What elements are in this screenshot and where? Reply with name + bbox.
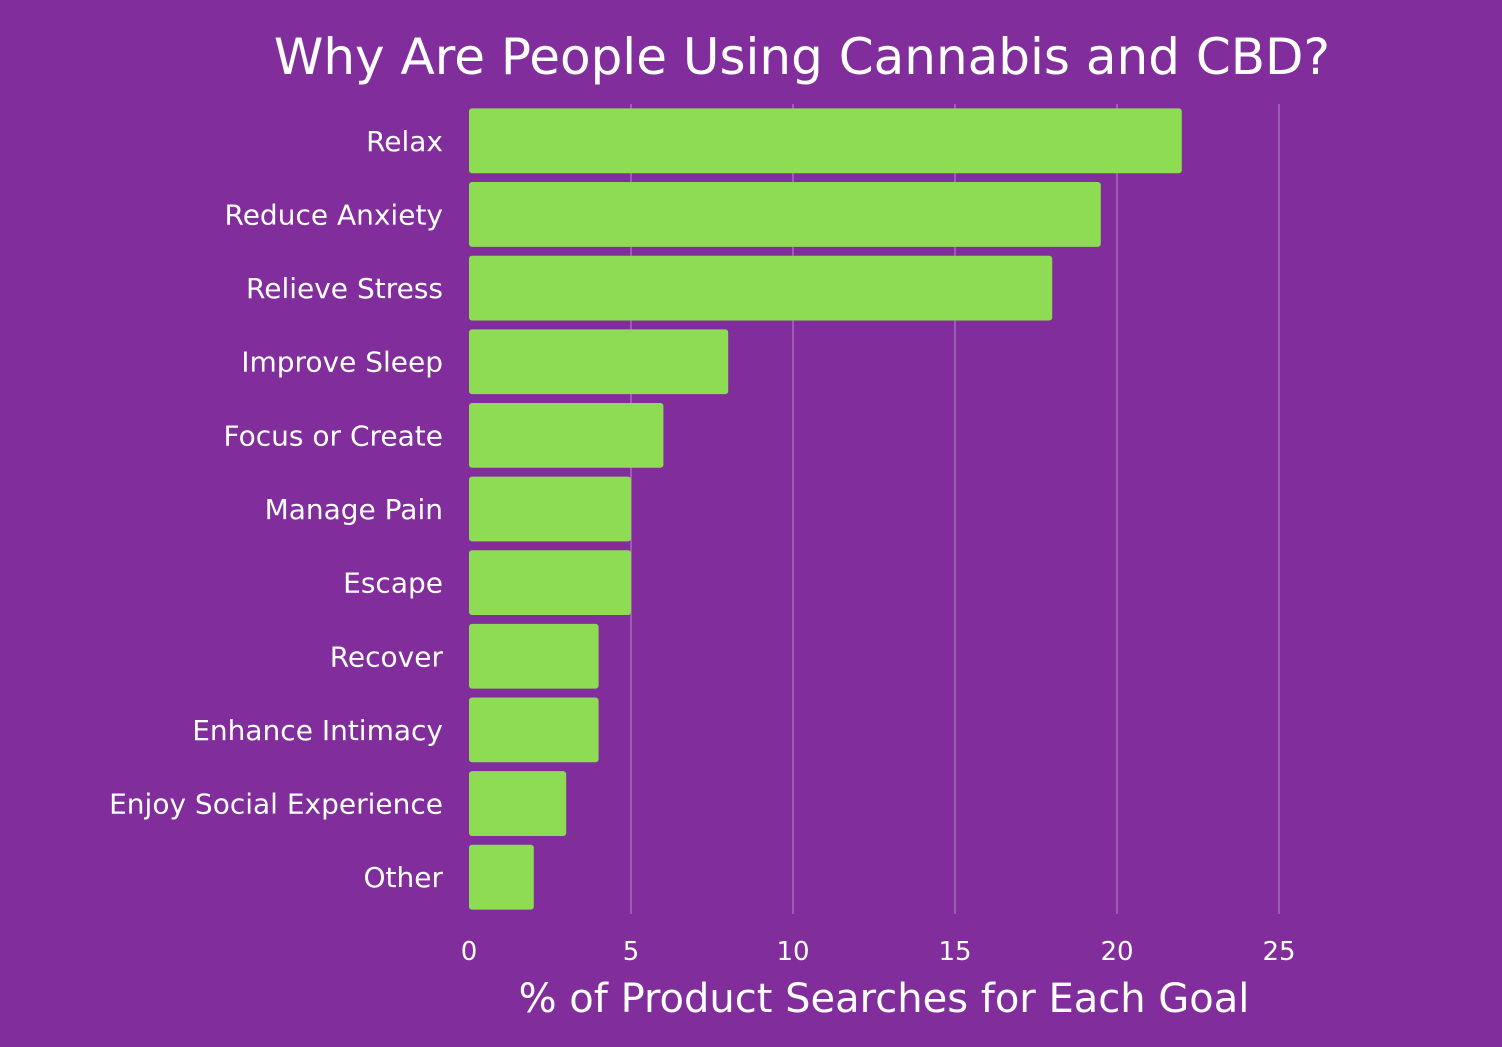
x-axis-ticks: 0 5 10 15 20 25 — [461, 937, 1296, 967]
bar — [469, 623, 599, 689]
bar — [469, 771, 567, 836]
bar — [469, 844, 534, 910]
x-tick-label: 15 — [938, 937, 971, 967]
bar — [469, 697, 599, 763]
category-label: Relieve Stress — [246, 272, 443, 305]
bar — [469, 182, 1101, 247]
x-tick-label: 10 — [776, 937, 809, 967]
category-label: Other — [363, 861, 443, 894]
x-tick-label: 25 — [1262, 937, 1295, 967]
x-tick-label: 20 — [1100, 937, 1133, 967]
bar — [469, 108, 1182, 174]
x-tick-label: 0 — [461, 937, 478, 967]
x-axis-title: % of Product Searches for Each Goal — [519, 976, 1250, 1022]
category-label: Focus or Create — [224, 419, 443, 452]
bar — [469, 255, 1053, 321]
category-label: Enhance Intimacy — [192, 714, 443, 747]
category-labels: Relax Reduce Anxiety Relieve Stress Improve… — [109, 125, 443, 894]
x-tick-label: 5 — [623, 937, 640, 967]
bar — [469, 476, 631, 542]
category-label: Reduce Anxiety — [225, 198, 444, 231]
category-label: Relax — [366, 125, 443, 158]
category-label: Manage Pain — [265, 493, 443, 526]
bar — [469, 550, 631, 616]
category-label: Improve Sleep — [241, 346, 443, 379]
bar — [469, 402, 664, 468]
bar — [469, 329, 729, 395]
bars — [469, 108, 1182, 910]
category-label: Enjoy Social Experience — [109, 788, 443, 821]
chart-title: Why Are People Using Cannabis and CBD? — [274, 28, 1330, 86]
category-label: Escape — [343, 567, 443, 600]
category-label: Recover — [330, 640, 444, 673]
